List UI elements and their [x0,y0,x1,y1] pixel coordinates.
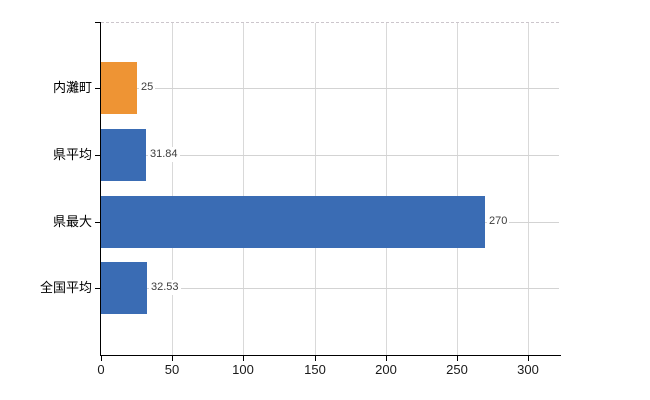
y-axis-tick [95,22,101,23]
bar-value-label: 270 [487,214,510,229]
x-tick-label: 0 [97,362,105,377]
gridline-vertical [386,23,387,355]
category-gridline [101,288,559,289]
bar-value-label: 32.53 [149,280,181,295]
x-tick-label: 250 [446,362,468,377]
x-tick-label: 100 [232,362,254,377]
y-axis-tick [95,288,101,289]
x-tick-label: 50 [164,362,180,377]
category-label: 全国平均 [39,280,92,295]
x-axis-tick [243,356,244,361]
y-axis-tick [95,88,101,89]
category-label: 県最大 [52,214,92,229]
y-axis-tick [95,155,101,156]
x-axis-tick [386,356,387,361]
x-tick-label: 150 [304,362,326,377]
gridline-vertical [172,23,173,355]
bar-value-label: 25 [139,80,156,95]
category-label: 内灘町 [52,80,92,95]
y-axis-line [100,22,101,356]
bar [101,129,146,181]
x-tick-label: 200 [375,362,397,377]
plot-top-border [101,22,559,23]
x-axis-tick [457,356,458,361]
gridline-vertical [243,23,244,355]
gridline-vertical [315,23,316,355]
category-gridline [101,155,559,156]
x-axis-tick [101,356,102,361]
x-axis-tick [528,356,529,361]
x-axis-line [100,355,561,356]
bar [101,196,485,248]
x-tick-label: 300 [517,362,539,377]
bar-value-label: 31.84 [148,147,180,162]
category-gridline [101,88,559,89]
bar [101,262,147,314]
y-axis-tick [95,222,101,223]
x-axis-tick [315,356,316,361]
gridline-vertical [528,23,529,355]
gridline-vertical [457,23,458,355]
category-label: 県平均 [52,147,92,162]
x-axis-tick [172,356,173,361]
bar [101,62,137,114]
